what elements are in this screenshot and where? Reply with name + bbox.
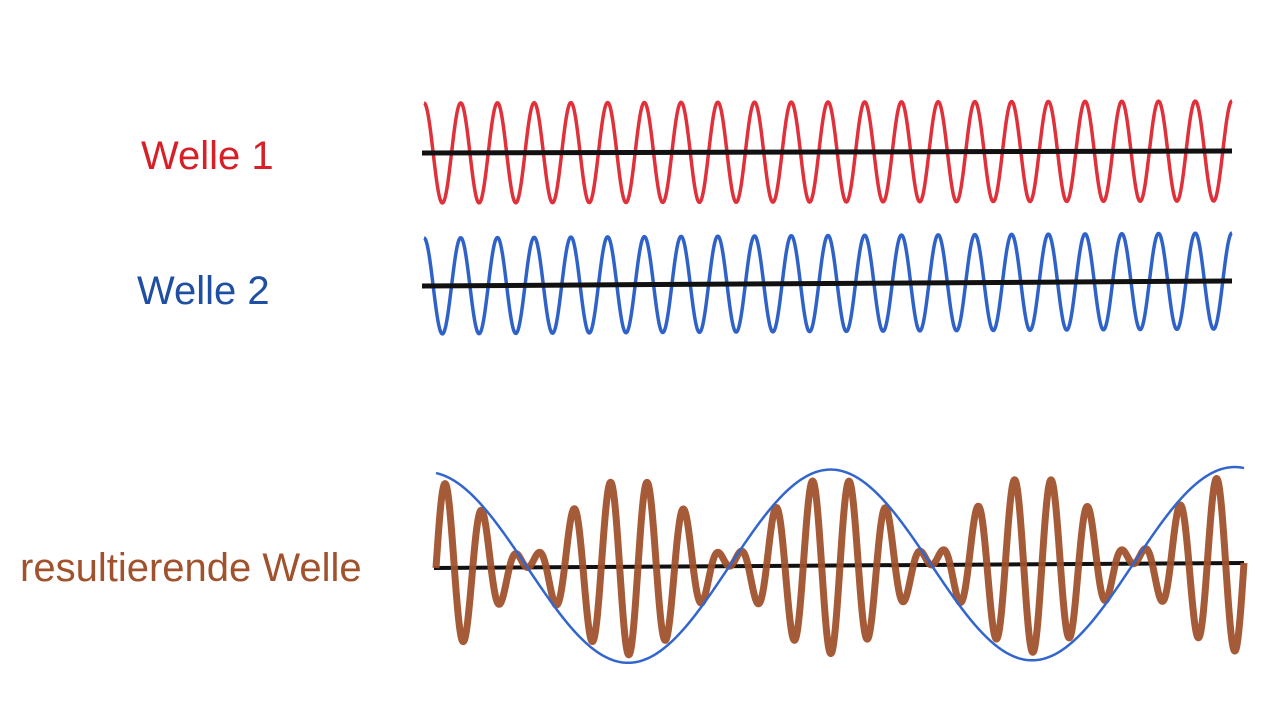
wave-2-plot xyxy=(421,231,1234,336)
wave-1-label: Welle 1 xyxy=(141,134,274,178)
resulting-wave-label: resultierende Welle xyxy=(20,546,362,590)
wave-2-curve xyxy=(422,231,1234,336)
wave-2-axis xyxy=(421,278,1233,289)
wave-1-axis xyxy=(421,148,1233,156)
wave-1-curve xyxy=(422,99,1234,205)
beat-envelope-curve xyxy=(435,465,1245,665)
wave-1-plot xyxy=(421,99,1234,205)
resulting-wave-curve xyxy=(432,475,1248,659)
resulting-wave-plot xyxy=(432,465,1248,665)
wave-2-label: Welle 2 xyxy=(137,269,270,313)
